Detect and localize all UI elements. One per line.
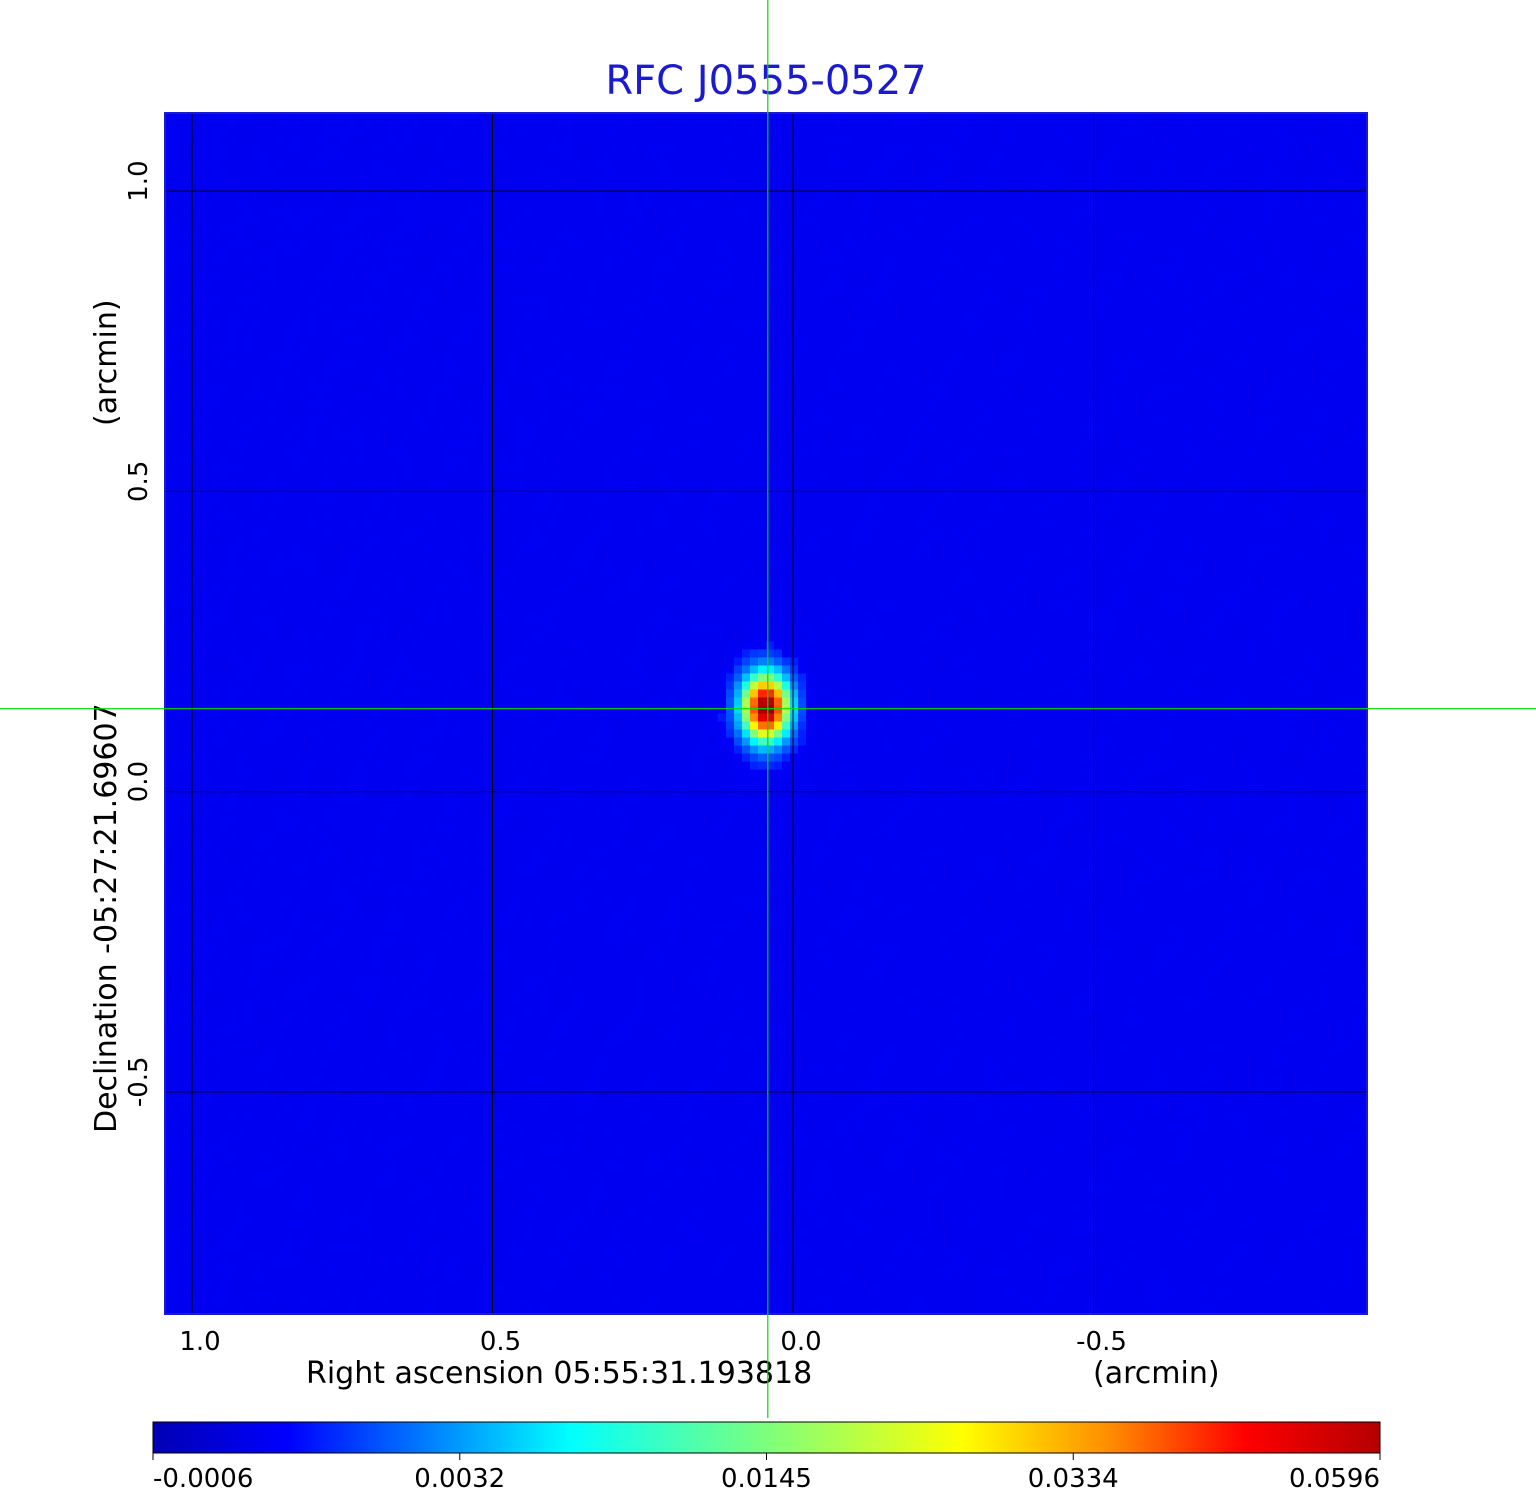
colorbar-tick-label-0: -0.0006 — [153, 1464, 253, 1494]
colorbar — [153, 1422, 1380, 1453]
x-tick-label-2: 0.0 — [780, 1327, 821, 1357]
y-tick-label-2: 0.0 — [124, 761, 154, 802]
x-tick-labels: 1.0 0.5 0.0 -0.5 — [179, 1327, 1127, 1357]
colorbar-tick-label-2: 0.0145 — [721, 1464, 812, 1494]
x-axis-label: Right ascension 05:55:31.193818 — [306, 1356, 812, 1391]
y-tick-label-0: 1.0 — [124, 160, 154, 201]
chart-title: RFC J0555-0527 — [605, 58, 926, 104]
y-axis-label: Declination -05:27:21.69607 — [89, 703, 124, 1133]
y-tick-label-3: -0.5 — [124, 1056, 154, 1107]
heatmap-image — [165, 113, 1368, 1315]
colorbar-tick-label-4: 0.0596 — [1289, 1464, 1380, 1494]
colorbar-tick-label-1: 0.0032 — [414, 1464, 505, 1494]
x-axis-unit: (arcmin) — [1093, 1356, 1220, 1391]
colorbar-tick-label-3: 0.0334 — [1028, 1464, 1119, 1494]
colorbar-tick-labels: -0.0006 0.0032 0.0145 0.0334 0.0596 — [153, 1453, 1380, 1494]
x-tick-label-0: 1.0 — [179, 1327, 220, 1357]
x-tick-label-1: 0.5 — [480, 1327, 521, 1357]
x-tick-label-3: -0.5 — [1076, 1327, 1127, 1357]
y-tick-label-1: 0.5 — [124, 461, 154, 502]
y-tick-labels: 1.0 0.5 0.0 -0.5 — [124, 160, 154, 1107]
y-axis-unit: (arcmin) — [89, 299, 124, 426]
